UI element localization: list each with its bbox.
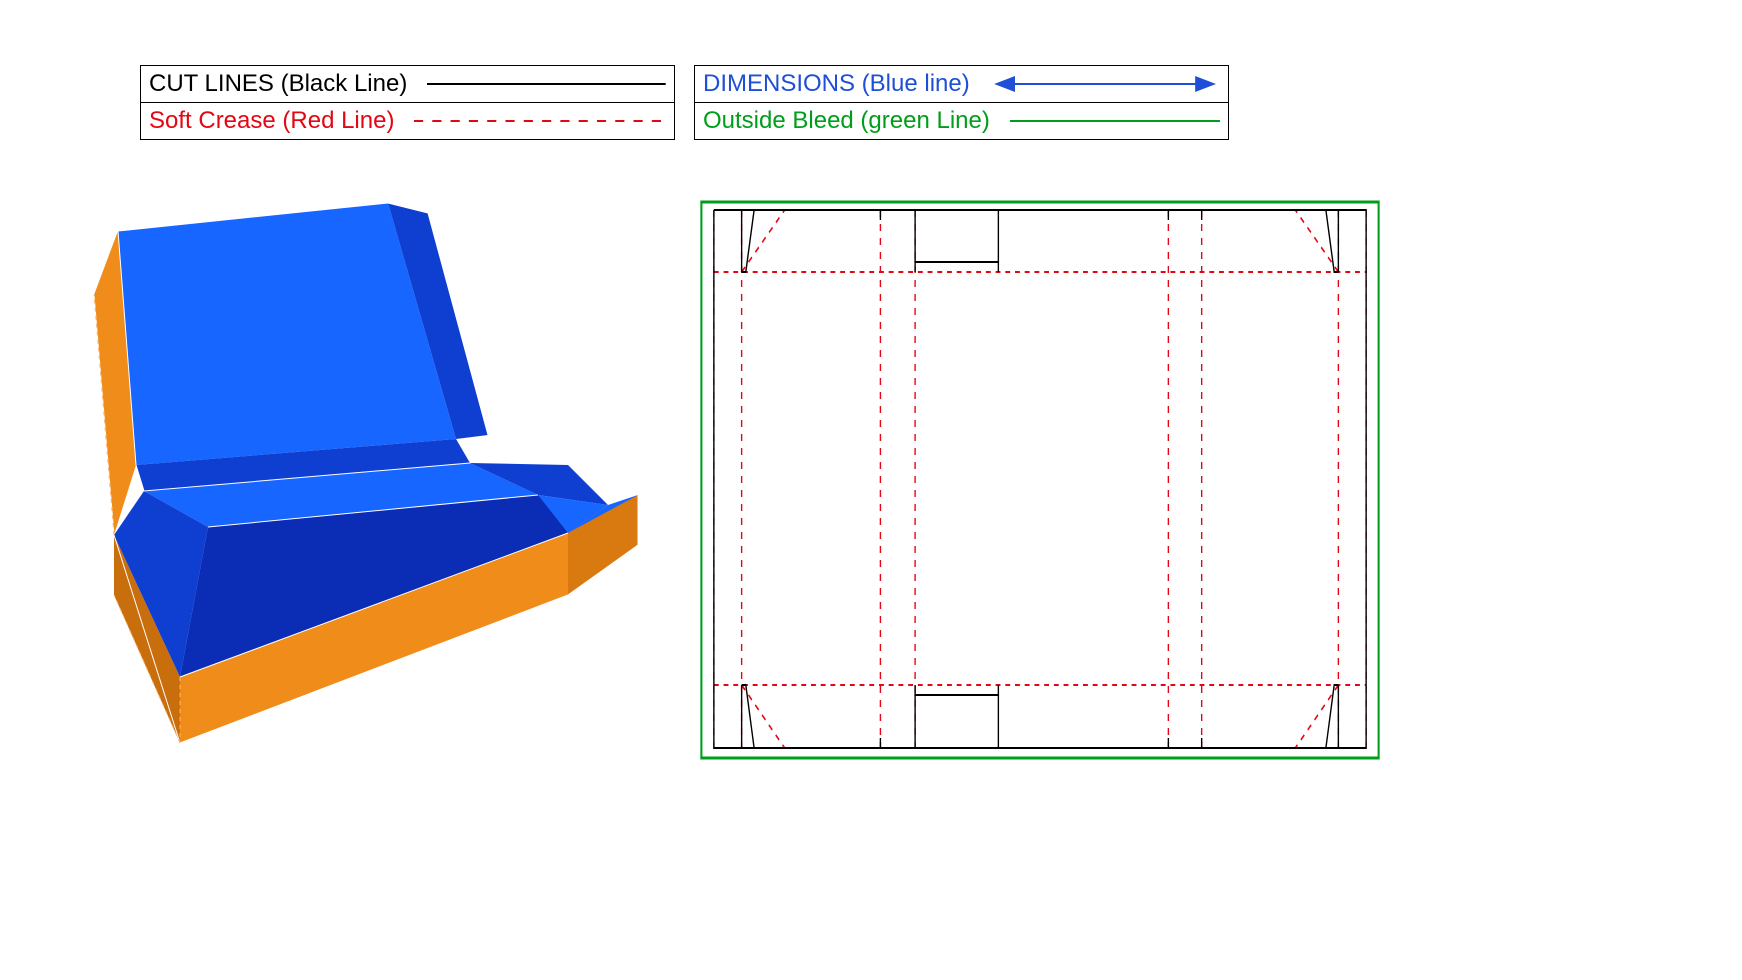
legend-sample-cut: [427, 74, 666, 94]
legend-label-cut: CUT LINES (Black Line): [149, 70, 407, 98]
legend-label-bleed: Outside Bleed (green Line): [703, 107, 990, 135]
legend-right: DIMENSIONS (Blue line) Outside Bleed (gr…: [694, 65, 1229, 140]
legend-row-crease: Soft Crease (Red Line): [141, 102, 674, 139]
legend-sample-crease: [414, 111, 666, 131]
legend-row-dimensions: DIMENSIONS (Blue line): [695, 66, 1228, 102]
crease-lines: [714, 210, 1366, 748]
cut-lines: [714, 210, 1366, 748]
dieline: [700, 200, 1380, 760]
legend-row-cut: CUT LINES (Black Line): [141, 66, 674, 102]
legend-label-crease: Soft Crease (Red Line): [149, 107, 394, 135]
legend-label-dimensions: DIMENSIONS (Blue line): [703, 70, 970, 98]
legend-sample-dimensions: [990, 74, 1220, 94]
bleed-rect: [701, 202, 1378, 758]
box-3d-render: [68, 195, 668, 765]
legend-left: CUT LINES (Black Line) Soft Crease (Red …: [140, 65, 675, 140]
page-root: { "legend": { "left": { "x": 140, "y": 6…: [0, 0, 1742, 980]
legend-sample-bleed: [1010, 111, 1220, 131]
legend-row-bleed: Outside Bleed (green Line): [695, 102, 1228, 139]
